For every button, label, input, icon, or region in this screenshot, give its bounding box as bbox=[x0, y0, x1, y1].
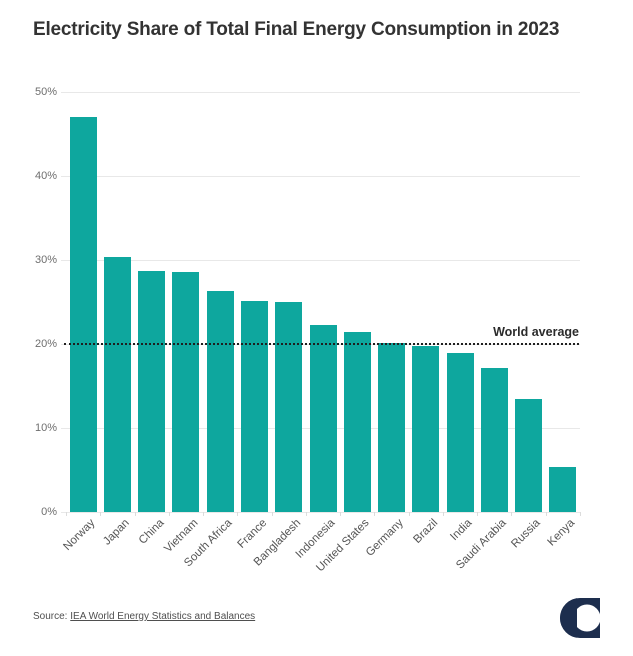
publisher-logo[interactable] bbox=[560, 598, 600, 638]
bar-south-africa[interactable] bbox=[206, 291, 234, 512]
y-tick-label-20%: 20% bbox=[34, 338, 57, 350]
gridline-50% bbox=[61, 92, 580, 93]
source-label: Source: bbox=[33, 611, 71, 622]
bar-france[interactable] bbox=[240, 301, 268, 512]
x-axis-tick bbox=[340, 512, 342, 516]
x-tick-label-japan: Japan bbox=[101, 517, 132, 548]
gridline-40% bbox=[61, 176, 580, 177]
x-axis-tick bbox=[477, 512, 479, 516]
y-tick-label-50%: 50% bbox=[34, 86, 57, 98]
x-axis-tick bbox=[442, 512, 444, 516]
x-axis-tick bbox=[66, 512, 67, 516]
x-axis-tick bbox=[168, 512, 170, 516]
x-tick-label-india: India bbox=[448, 517, 475, 544]
bar-united-states[interactable] bbox=[343, 332, 371, 512]
bar-china[interactable] bbox=[138, 270, 166, 512]
x-axis-tick bbox=[580, 512, 581, 516]
x-tick-label-brazil: Brazil bbox=[411, 517, 441, 546]
y-tick-label-40%: 40% bbox=[34, 170, 57, 182]
world-average-label: World average bbox=[493, 325, 579, 339]
x-tick-label-germany: Germany bbox=[364, 517, 407, 559]
x-axis-tick bbox=[134, 512, 136, 516]
x-tick-label-china: China bbox=[136, 517, 167, 547]
x-axis-tick bbox=[305, 512, 307, 516]
x-axis-tick bbox=[545, 512, 547, 516]
bar-bangladesh[interactable] bbox=[275, 302, 303, 512]
bar-germany[interactable] bbox=[378, 343, 406, 512]
bar-vietnam[interactable] bbox=[172, 271, 200, 512]
x-axis-tick bbox=[511, 512, 513, 516]
x-axis-tick bbox=[374, 512, 376, 516]
y-tick-label-30%: 30% bbox=[34, 254, 57, 266]
y-tick-label-10%: 10% bbox=[34, 422, 57, 434]
x-tick-label-kenya: Kenya bbox=[545, 517, 578, 549]
x-axis-tick bbox=[271, 512, 273, 516]
bar-russia[interactable] bbox=[515, 399, 543, 512]
bar-brazil[interactable] bbox=[412, 345, 440, 512]
bar-kenya[interactable] bbox=[549, 466, 577, 512]
bar-indonesia[interactable] bbox=[309, 324, 337, 512]
bar-norway[interactable] bbox=[69, 117, 97, 512]
bar-japan[interactable] bbox=[103, 257, 131, 512]
source-row: Source: IEA World Energy Statistics and … bbox=[33, 611, 255, 622]
x-axis-tick bbox=[408, 512, 410, 516]
y-tick-label-0%: 0% bbox=[41, 506, 57, 518]
gridline-0% bbox=[61, 512, 580, 513]
x-tick-label-norway: Norway bbox=[61, 517, 98, 554]
x-axis-tick bbox=[237, 512, 239, 516]
bar-saudi-arabia[interactable] bbox=[480, 368, 508, 512]
world-average-line bbox=[64, 343, 579, 345]
source-link[interactable]: IEA World Energy Statistics and Balances bbox=[70, 611, 256, 622]
chart-title: Electricity Share of Total Final Energy … bbox=[33, 19, 560, 40]
x-axis-tick bbox=[100, 512, 102, 516]
bar-india[interactable] bbox=[446, 353, 474, 512]
x-tick-label-russia: Russia bbox=[509, 517, 544, 551]
half-moon-logo-icon bbox=[560, 598, 600, 638]
x-axis-tick bbox=[203, 512, 205, 516]
gridline-30% bbox=[61, 260, 580, 261]
